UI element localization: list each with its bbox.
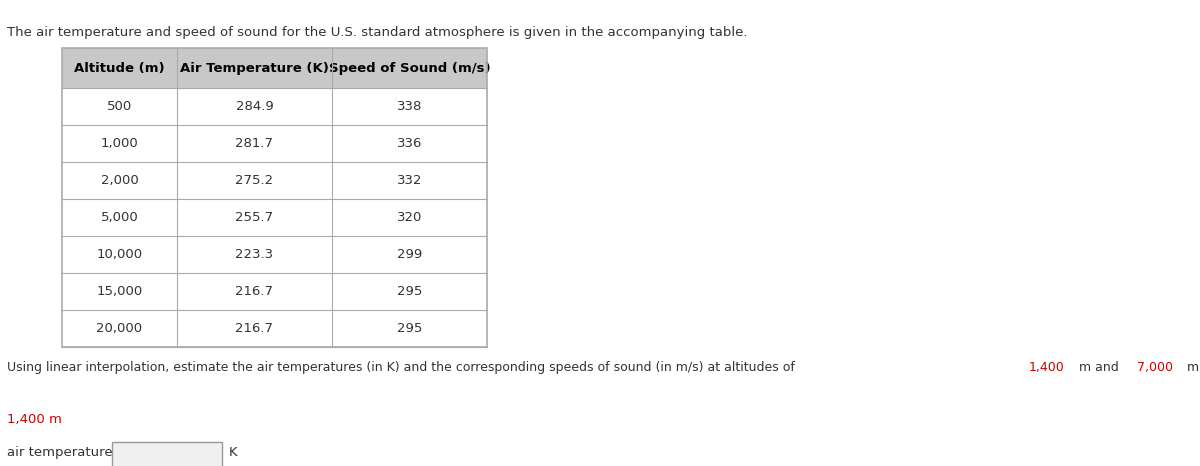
Text: 275.2: 275.2 bbox=[235, 174, 274, 187]
FancyBboxPatch shape bbox=[62, 310, 487, 347]
FancyBboxPatch shape bbox=[62, 88, 487, 125]
FancyBboxPatch shape bbox=[62, 273, 487, 310]
Text: 5,000: 5,000 bbox=[101, 211, 138, 224]
Text: 2,000: 2,000 bbox=[101, 174, 138, 187]
Text: 216.7: 216.7 bbox=[235, 322, 274, 335]
Text: 338: 338 bbox=[397, 100, 422, 113]
Text: Altitude (m): Altitude (m) bbox=[74, 62, 164, 75]
Text: 1,400: 1,400 bbox=[1028, 361, 1064, 374]
Text: 320: 320 bbox=[397, 211, 422, 224]
Text: 1,400 m: 1,400 m bbox=[7, 413, 62, 426]
Text: K: K bbox=[229, 446, 238, 459]
FancyBboxPatch shape bbox=[62, 48, 487, 88]
Text: 255.7: 255.7 bbox=[235, 211, 274, 224]
FancyBboxPatch shape bbox=[62, 125, 487, 162]
Text: 332: 332 bbox=[397, 174, 422, 187]
Bar bbox=[112, 442, 222, 466]
Text: 15,000: 15,000 bbox=[96, 285, 143, 298]
Text: 336: 336 bbox=[397, 137, 422, 150]
Text: 295: 295 bbox=[397, 285, 422, 298]
FancyBboxPatch shape bbox=[62, 199, 487, 236]
Text: 299: 299 bbox=[397, 248, 422, 261]
Text: The air temperature and speed of sound for the U.S. standard atmosphere is given: The air temperature and speed of sound f… bbox=[7, 26, 748, 39]
Text: 295: 295 bbox=[397, 322, 422, 335]
Text: 223.3: 223.3 bbox=[235, 248, 274, 261]
Text: 216.7: 216.7 bbox=[235, 285, 274, 298]
Text: 1,000: 1,000 bbox=[101, 137, 138, 150]
Text: m. (Round your answers to at least the nearest integer.): m. (Round your answers to at least the n… bbox=[1183, 361, 1200, 374]
Text: 20,000: 20,000 bbox=[96, 322, 143, 335]
Text: Using linear interpolation, estimate the air temperatures (in K) and the corresp: Using linear interpolation, estimate the… bbox=[7, 361, 799, 374]
Bar bbox=[62, 48, 487, 347]
Text: air temperature: air temperature bbox=[7, 446, 113, 459]
Text: 284.9: 284.9 bbox=[235, 100, 274, 113]
Text: 281.7: 281.7 bbox=[235, 137, 274, 150]
FancyBboxPatch shape bbox=[62, 236, 487, 273]
Text: 7,000: 7,000 bbox=[1136, 361, 1172, 374]
Text: 500: 500 bbox=[107, 100, 132, 113]
FancyBboxPatch shape bbox=[62, 162, 487, 199]
Text: Air Temperature (K): Air Temperature (K) bbox=[180, 62, 329, 75]
Text: Speed of Sound (m/s): Speed of Sound (m/s) bbox=[329, 62, 491, 75]
Text: 10,000: 10,000 bbox=[96, 248, 143, 261]
Text: m and: m and bbox=[1075, 361, 1123, 374]
